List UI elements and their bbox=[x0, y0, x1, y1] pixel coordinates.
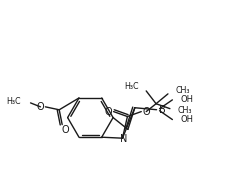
Text: CH₃: CH₃ bbox=[176, 86, 190, 95]
Text: OH: OH bbox=[180, 115, 193, 124]
Text: O: O bbox=[105, 107, 113, 117]
Text: O: O bbox=[37, 102, 44, 112]
Text: H₃C: H₃C bbox=[124, 82, 138, 92]
Text: CH₃: CH₃ bbox=[178, 106, 192, 115]
Text: B: B bbox=[159, 105, 165, 115]
Text: OH: OH bbox=[180, 95, 193, 104]
Text: H₃C: H₃C bbox=[6, 97, 21, 106]
Text: O: O bbox=[61, 125, 69, 135]
Text: O: O bbox=[142, 107, 150, 117]
Text: N: N bbox=[120, 134, 127, 144]
